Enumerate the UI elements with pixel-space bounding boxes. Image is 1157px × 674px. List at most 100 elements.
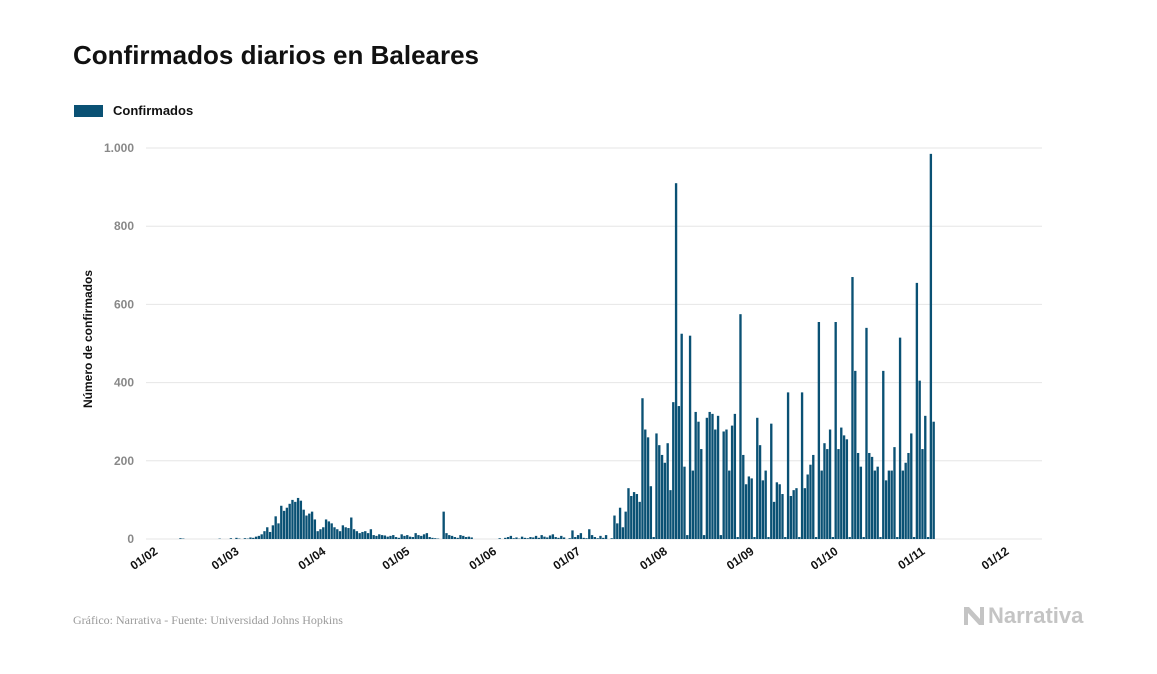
bars bbox=[179, 153, 935, 540]
bar bbox=[593, 537, 597, 539]
bar bbox=[366, 533, 370, 539]
x-tick-label: 01/12 bbox=[979, 544, 1012, 573]
bar bbox=[389, 535, 392, 539]
bar bbox=[851, 277, 854, 539]
bar bbox=[719, 535, 723, 539]
bar bbox=[515, 537, 518, 539]
bar bbox=[686, 535, 689, 539]
bar bbox=[450, 535, 454, 539]
bar bbox=[621, 527, 625, 539]
x-tick-label: 01/03 bbox=[209, 544, 242, 573]
bar bbox=[859, 466, 863, 539]
bar bbox=[742, 454, 745, 539]
bar bbox=[459, 535, 462, 539]
bar bbox=[282, 510, 286, 539]
bar bbox=[730, 425, 734, 539]
bar bbox=[341, 525, 345, 539]
bar bbox=[271, 525, 275, 539]
bar bbox=[470, 537, 473, 539]
bar bbox=[904, 462, 907, 539]
bar bbox=[907, 452, 910, 539]
bar bbox=[425, 533, 429, 539]
narrativa-logo-icon bbox=[964, 607, 984, 625]
y-tick-labels: 0 200 400 600 800 1.000 bbox=[104, 141, 134, 546]
bar bbox=[705, 417, 709, 539]
brand-name: Narrativa bbox=[988, 603, 1084, 628]
bar bbox=[526, 538, 529, 539]
bar bbox=[344, 527, 347, 539]
legend: Confirmados bbox=[74, 103, 193, 118]
bar bbox=[618, 507, 622, 539]
bar bbox=[392, 535, 395, 539]
bar bbox=[674, 183, 678, 539]
bar bbox=[546, 537, 549, 539]
bar bbox=[632, 492, 636, 539]
bar bbox=[576, 535, 580, 539]
bar bbox=[428, 537, 431, 539]
bar bbox=[758, 445, 762, 539]
bar bbox=[733, 413, 737, 539]
bar bbox=[901, 470, 905, 539]
bar bbox=[299, 500, 303, 539]
bar bbox=[579, 533, 583, 539]
bar bbox=[666, 443, 669, 539]
bar bbox=[834, 322, 837, 539]
bar bbox=[672, 402, 675, 539]
bar bbox=[571, 530, 574, 539]
bar bbox=[613, 515, 616, 539]
bar bbox=[683, 466, 686, 539]
bar bbox=[551, 534, 555, 539]
bar bbox=[610, 538, 613, 539]
bar bbox=[364, 531, 367, 539]
bar bbox=[669, 490, 672, 540]
bar bbox=[467, 536, 471, 539]
bar bbox=[753, 537, 756, 539]
bar bbox=[879, 537, 882, 539]
bar bbox=[716, 415, 720, 539]
x-tick-labels: 01/02 01/03 01/04 01/05 01/06 01/07 01/08 01/09… bbox=[128, 544, 1012, 573]
bar bbox=[602, 537, 605, 539]
bar bbox=[778, 484, 781, 539]
bar bbox=[504, 537, 507, 539]
x-tick-label: 01/07 bbox=[550, 544, 583, 573]
bar bbox=[358, 533, 361, 539]
y-tick-label: 200 bbox=[114, 454, 134, 468]
bar bbox=[562, 537, 566, 539]
bar bbox=[660, 454, 664, 539]
bar bbox=[540, 535, 543, 539]
bar bbox=[848, 537, 851, 539]
bar bbox=[355, 531, 359, 539]
bar bbox=[378, 534, 381, 539]
bar bbox=[420, 535, 423, 539]
bar bbox=[266, 527, 269, 539]
bar bbox=[926, 537, 930, 539]
source-footer: Gráfico: Narrativa - Fuente: Universidad… bbox=[73, 613, 343, 627]
bar bbox=[448, 535, 451, 539]
bar bbox=[770, 423, 773, 539]
bar bbox=[554, 537, 557, 539]
bar bbox=[257, 535, 261, 539]
bar bbox=[795, 488, 798, 539]
bar bbox=[599, 535, 602, 539]
bar bbox=[456, 537, 459, 539]
bar bbox=[523, 537, 527, 539]
bar bbox=[422, 534, 426, 539]
bar bbox=[924, 415, 927, 539]
bar bbox=[330, 523, 333, 539]
bar bbox=[744, 484, 748, 539]
bar bbox=[347, 528, 350, 539]
bar bbox=[288, 503, 291, 539]
bar bbox=[775, 482, 779, 539]
bar bbox=[772, 501, 776, 539]
bar bbox=[918, 380, 921, 539]
bar bbox=[431, 537, 434, 539]
bar bbox=[814, 537, 818, 539]
bar bbox=[882, 370, 885, 539]
bar bbox=[336, 529, 339, 539]
bar bbox=[929, 153, 933, 539]
bar bbox=[380, 535, 384, 539]
bar bbox=[823, 443, 826, 539]
bar bbox=[896, 537, 899, 539]
bar bbox=[532, 537, 535, 539]
bar bbox=[294, 501, 297, 539]
